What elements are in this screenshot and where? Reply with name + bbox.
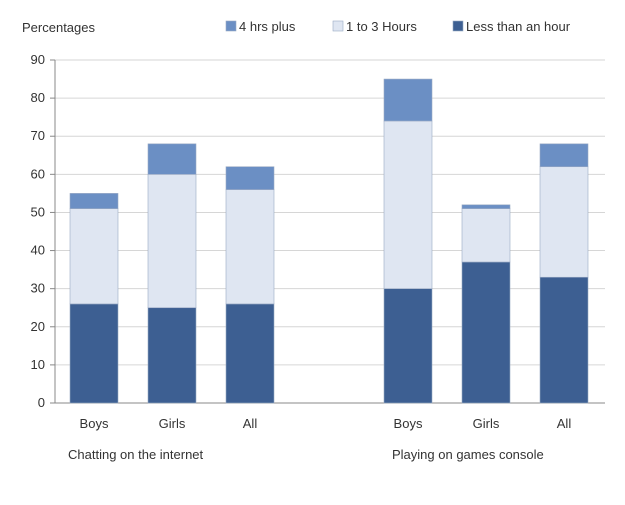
bar-segment: [147, 307, 197, 404]
bar-segment: [539, 276, 589, 404]
y-tick-label: 60: [31, 166, 45, 181]
bar-segment: [225, 166, 275, 190]
legend-label: 1 to 3 Hours: [346, 19, 417, 34]
y-tick-label: 20: [31, 319, 45, 334]
y-tick-label: 70: [31, 128, 45, 143]
bar-segment: [225, 303, 275, 404]
bar-segment: [539, 143, 589, 168]
bar-segment: [147, 174, 197, 309]
y-tick-label: 50: [31, 204, 45, 219]
legend-swatch: [452, 20, 464, 32]
bar-segment: [461, 204, 511, 209]
bars: [69, 78, 589, 404]
x-category-label: Girls: [473, 416, 500, 431]
x-group-label: Chatting on the internet: [68, 447, 204, 462]
bar-segment: [383, 120, 433, 289]
bar-segment: [383, 78, 433, 122]
bar-segment: [461, 208, 511, 263]
legend: 4 hrs plus 1 to 3 Hours Less than an hour: [225, 19, 571, 34]
bar-segment: [539, 166, 589, 278]
axes: 0 10 20 30 40 50 60 70 80 90: [31, 52, 605, 410]
x-category-label: Boys: [394, 416, 423, 431]
bar-segment: [461, 261, 511, 404]
bar-segment: [69, 208, 119, 305]
y-tick-label: 30: [31, 281, 45, 296]
bar-segment: [69, 193, 119, 209]
legend-label: Less than an hour: [466, 19, 571, 34]
legend-swatch: [332, 20, 344, 32]
bar-segment: [225, 189, 275, 305]
y-tick-label: 0: [38, 395, 45, 410]
y-tick-label: 10: [31, 357, 45, 372]
y-axis-title: Percentages: [22, 20, 95, 35]
y-tick-label: 80: [31, 90, 45, 105]
y-tick-label: 90: [31, 52, 45, 67]
x-category-label: All: [557, 416, 572, 431]
bar-segment: [383, 288, 433, 404]
bar-segment: [69, 303, 119, 404]
x-group-label: Playing on games console: [392, 447, 544, 462]
x-category-label: All: [243, 416, 258, 431]
gridlines: [55, 59, 605, 366]
legend-label: 4 hrs plus: [239, 19, 296, 34]
y-tick-label: 40: [31, 243, 45, 258]
axis-labels: Boys Girls All Chatting on the internet Boys…: [68, 416, 571, 462]
x-category-label: Boys: [80, 416, 109, 431]
x-category-label: Girls: [159, 416, 186, 431]
legend-swatch: [225, 20, 237, 32]
bar-segment: [147, 143, 197, 175]
